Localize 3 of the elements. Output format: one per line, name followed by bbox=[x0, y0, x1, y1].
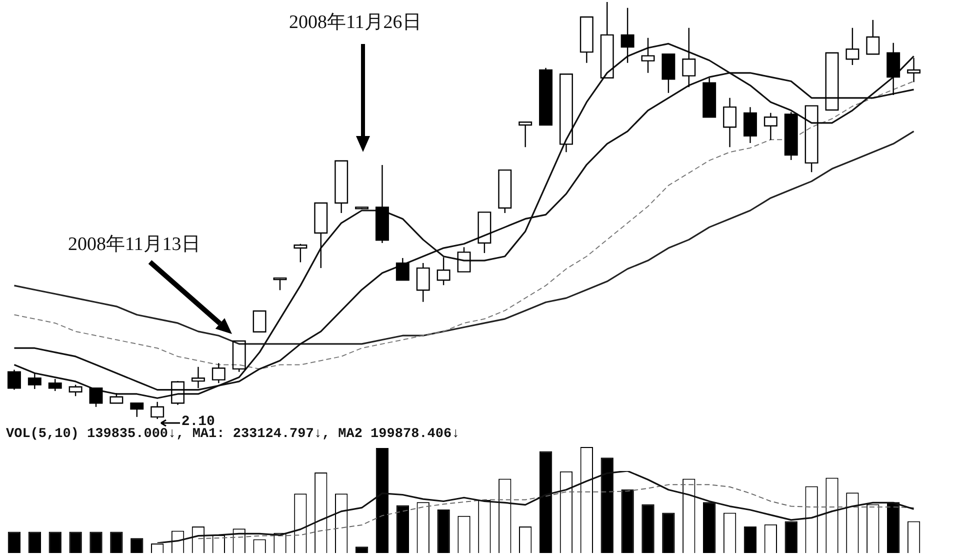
annotation: 2008年11月13日 bbox=[68, 233, 200, 257]
annotation: 2008年11月26日 bbox=[289, 11, 422, 35]
chart-title: VOL(5,10) 139835.000↓, MA1: 233124.797↓, MA2 199878.406↓ bbox=[6, 427, 460, 442]
